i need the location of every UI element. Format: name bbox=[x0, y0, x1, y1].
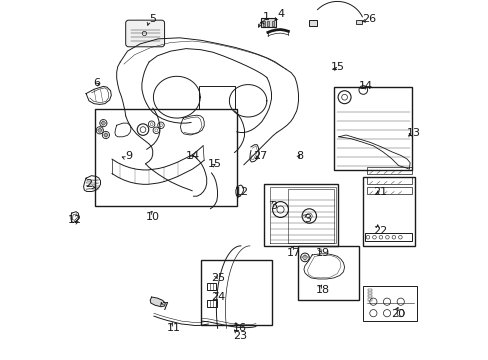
Bar bbox=[363, 286, 416, 321]
Text: 16: 16 bbox=[233, 323, 246, 333]
Text: 11: 11 bbox=[167, 323, 181, 333]
Bar bbox=[206, 283, 216, 290]
Bar bbox=[367, 292, 371, 294]
Text: 15: 15 bbox=[330, 62, 344, 72]
Bar bbox=[206, 300, 217, 307]
Polygon shape bbox=[151, 298, 164, 306]
Text: 7: 7 bbox=[161, 302, 168, 312]
Text: 1: 1 bbox=[262, 12, 269, 22]
Bar bbox=[367, 289, 371, 291]
Bar bbox=[366, 187, 411, 194]
Text: 6: 6 bbox=[93, 78, 100, 88]
Text: 21: 21 bbox=[373, 186, 387, 197]
Text: 22: 22 bbox=[373, 226, 387, 236]
Text: 19: 19 bbox=[315, 248, 329, 258]
Text: 3: 3 bbox=[304, 213, 310, 224]
Bar bbox=[263, 21, 264, 26]
Bar bbox=[355, 20, 361, 24]
Text: 15: 15 bbox=[207, 159, 222, 169]
Bar bbox=[333, 87, 411, 170]
Text: 12: 12 bbox=[235, 186, 249, 197]
Text: 25: 25 bbox=[211, 273, 225, 283]
Bar bbox=[367, 298, 371, 301]
Text: 14: 14 bbox=[358, 81, 372, 91]
Text: 20: 20 bbox=[391, 309, 405, 319]
Text: 9: 9 bbox=[125, 150, 132, 161]
Text: 17: 17 bbox=[286, 248, 301, 258]
Bar bbox=[200, 260, 271, 325]
FancyBboxPatch shape bbox=[125, 20, 164, 47]
Text: 13: 13 bbox=[406, 128, 420, 138]
Bar bbox=[260, 18, 275, 27]
Text: 4: 4 bbox=[276, 9, 284, 19]
Text: 3: 3 bbox=[269, 201, 276, 211]
Text: 23: 23 bbox=[233, 330, 247, 341]
Text: 14: 14 bbox=[186, 150, 200, 161]
Text: 2: 2 bbox=[85, 179, 92, 189]
Bar bbox=[365, 233, 411, 241]
Bar bbox=[95, 109, 236, 206]
Bar bbox=[366, 177, 411, 184]
Bar bbox=[266, 21, 269, 26]
Text: 27: 27 bbox=[253, 150, 267, 161]
Bar bbox=[271, 21, 273, 26]
Bar bbox=[264, 184, 337, 246]
Bar bbox=[309, 20, 317, 26]
Text: 12: 12 bbox=[67, 215, 81, 225]
Bar bbox=[362, 177, 415, 246]
Bar bbox=[366, 167, 411, 174]
Text: 24: 24 bbox=[211, 292, 225, 302]
Bar bbox=[367, 295, 371, 297]
Text: 10: 10 bbox=[145, 212, 160, 222]
Text: 26: 26 bbox=[361, 14, 375, 24]
Text: 5: 5 bbox=[149, 14, 156, 24]
Text: 8: 8 bbox=[296, 150, 303, 161]
Text: 18: 18 bbox=[315, 285, 329, 295]
Bar bbox=[297, 246, 358, 300]
Bar bbox=[199, 86, 234, 109]
